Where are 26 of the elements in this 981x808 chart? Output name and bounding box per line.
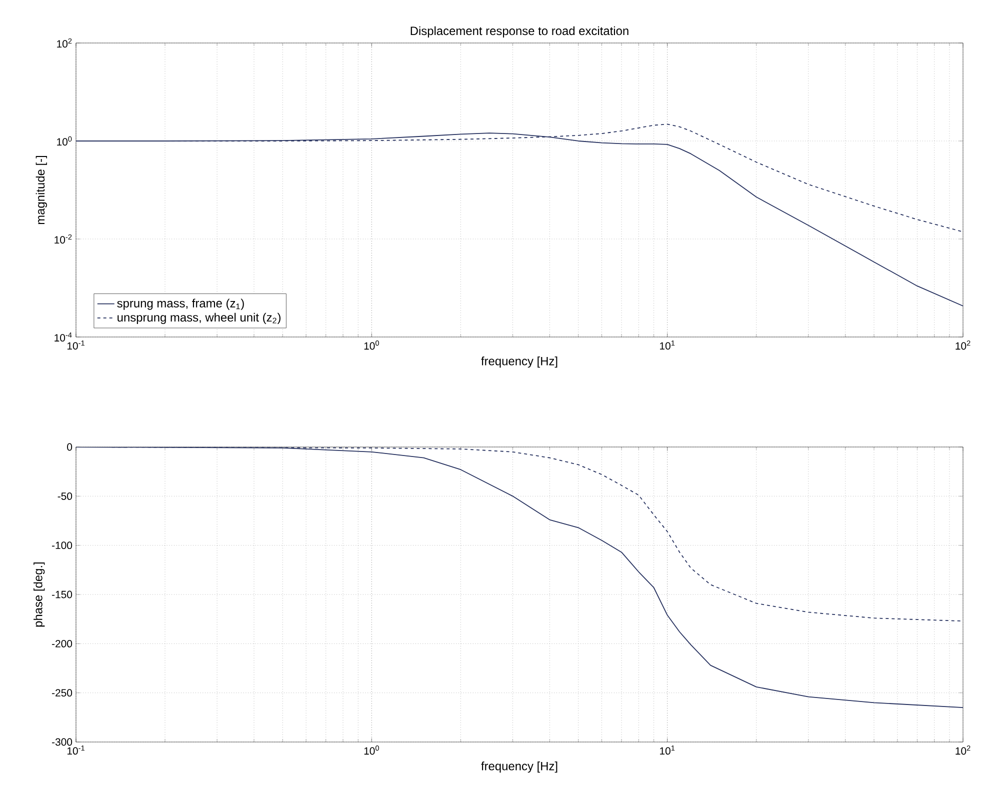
y-tick-label: 10$^{-2}$ <box>54 234 72 244</box>
y-tick-label: 10$^{2}$ <box>57 38 72 48</box>
x-tick-label: 10$^{-1}$ <box>67 340 84 350</box>
y-tick-label: -50 <box>58 492 72 500</box>
x-axis-title: frequency [Hz] <box>481 762 558 773</box>
y-tick-label: -100 <box>52 542 72 550</box>
y-axis-title: phase [deg.] <box>34 562 45 627</box>
legend-label: unsprung mass, wheel unit (z$_{2}$) <box>118 312 280 324</box>
x-tick-label: 10$^{0}$ <box>364 746 379 755</box>
y-tick-label: 10$^{-4}$ <box>54 332 72 342</box>
x-tick-label: 10$^{-1}$ <box>67 746 84 755</box>
x-tick-label: 10$^{0}$ <box>364 340 379 350</box>
y-axis-title: magnitude [-] <box>36 156 47 224</box>
x-tick-label: 10$^{2}$ <box>956 746 970 755</box>
y-tick-label: -150 <box>52 590 72 598</box>
x-tick-label: 10$^{1}$ <box>660 340 675 350</box>
x-tick-label: 10$^{2}$ <box>956 340 970 350</box>
y-tick-label: 0 <box>67 443 72 451</box>
x-tick-label: 10$^{1}$ <box>660 746 675 755</box>
y-tick-label: -200 <box>52 640 72 648</box>
y-tick-label: -250 <box>52 689 72 697</box>
legend-label: sprung mass, frame (z$_{1}$) <box>117 298 244 310</box>
y-tick-label: -300 <box>52 738 72 746</box>
chart-title: Displacement response to road excitation <box>410 26 628 38</box>
x-axis-title: frequency [Hz] <box>481 356 558 368</box>
y-tick-label: 10$^{0}$ <box>57 136 72 146</box>
